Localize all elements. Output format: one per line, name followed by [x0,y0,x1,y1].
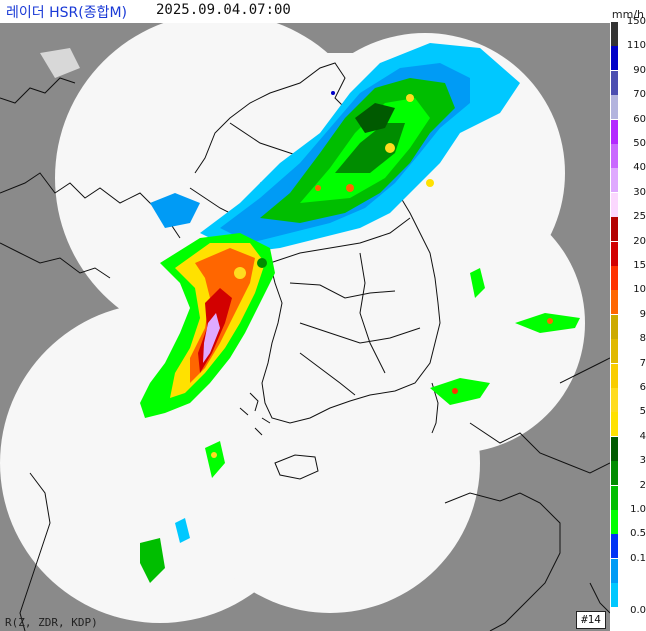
legend-value-label: 40 [633,162,646,174]
legend-color-swatch [611,119,618,144]
legend-value-label: 50 [633,138,646,149]
legend-row: 25 [610,211,646,242]
legend-row: 0.5 [610,528,646,559]
legend-value-label: 0.1 [630,552,646,564]
legend-value-label: 9 [639,308,646,320]
legend-unit: mm/h [611,8,644,21]
site-code-badge: #14 [576,611,606,629]
legend-row: 30 [610,187,646,217]
legend-row: 0.1 [610,553,646,583]
legend-value-label: 25 [633,211,646,223]
legend-row: 40 [610,162,646,193]
legend-color-swatch [611,461,618,486]
legend-row: 0.0 [610,583,646,616]
precipitation-echoes [40,43,580,583]
legend-color-swatch [611,412,618,437]
legend-value-label: 90 [633,64,646,76]
legend-color-swatch [611,46,618,71]
legend-value-label: 2 [639,479,646,491]
legend-value-label: 10 [633,284,646,296]
legend-color-swatch [611,144,618,168]
legend-value-label: 0.5 [630,528,646,540]
legend-value-label: 15 [633,260,646,271]
legend-value-label: 7 [639,357,646,369]
rainfall-rate-legend: mm/h 150 110 90 70 60 50 40 30 25 20 15 10 9 8 7 6 5 4 3 2 1… [610,8,646,620]
legend-color-swatch [611,95,618,120]
observation-timestamp: 2025.09.04.07:00 [156,2,291,18]
legend-color-swatch [611,363,618,388]
title-bar: 레이더 HSR(종합M) 2025.09.04.07:00 [0,0,610,23]
legend-row: 6 [610,382,646,412]
legend-row: 110 [610,40,646,71]
radar-variables-label: R(Z, ZDR, KDP) [5,616,98,629]
legend-color-swatch [611,388,618,412]
legend-color-swatch [611,583,618,608]
legend-color-swatch [611,192,618,217]
legend-color-swatch [611,22,618,46]
legend-color-swatch [611,534,618,559]
legend-color-swatch [611,70,618,95]
product-title: 레이더 HSR(종합M) [6,5,127,21]
legend-value-label: 0.0 [630,605,646,617]
legend-row: 8 [610,333,646,364]
radar-map-canvas [0,23,610,631]
legend-row: 150 [610,16,646,46]
legend-row: 50 [610,138,646,168]
legend-row: 15 [610,260,646,290]
legend-row: 2 [610,480,646,510]
legend-value-label: 110 [626,40,646,52]
radar-site-marker [331,91,335,95]
legend-row: 9 [610,309,646,339]
legend-color-swatch [611,485,618,510]
legend-row: 90 [610,65,646,95]
legend-value-label: 5 [639,406,646,418]
legend-row: 5 [610,406,646,437]
legend-color-swatch [611,558,618,583]
legend-row: 20 [610,236,646,266]
legend-color-swatch [611,217,618,242]
legend-value-label: 150 [626,16,646,27]
legend-color-swatch [611,314,618,339]
legend-row: 1.0 [610,504,646,534]
legend-value-label: 60 [633,113,646,125]
legend-color-swatch [611,339,618,364]
coastline-outlines [0,62,610,631]
legend-row: 7 [610,358,646,388]
legend-value-label: 4 [639,430,646,442]
legend-color-swatch [611,266,618,290]
legend-color-swatch [611,168,618,193]
legend-value-label: 6 [639,382,646,393]
legend-value-label: 8 [639,333,646,345]
radar-map[interactable] [0,23,610,631]
legend-row: 60 [610,114,646,144]
legend-row: 10 [610,284,646,315]
legend-color-swatch [611,436,618,461]
legend-color-swatch [611,510,618,534]
legend-value-label: 20 [633,235,646,247]
legend-value-label: 70 [633,89,646,101]
legend-row: 70 [610,89,646,120]
legend-value-label: 3 [639,455,646,467]
legend-value-label: 1.0 [630,504,646,515]
legend-color-swatch [611,290,618,315]
legend-row: 3 [610,455,646,486]
legend-value-label: 30 [633,186,646,198]
legend-row: 4 [610,431,646,461]
legend-color-swatch [611,241,618,266]
